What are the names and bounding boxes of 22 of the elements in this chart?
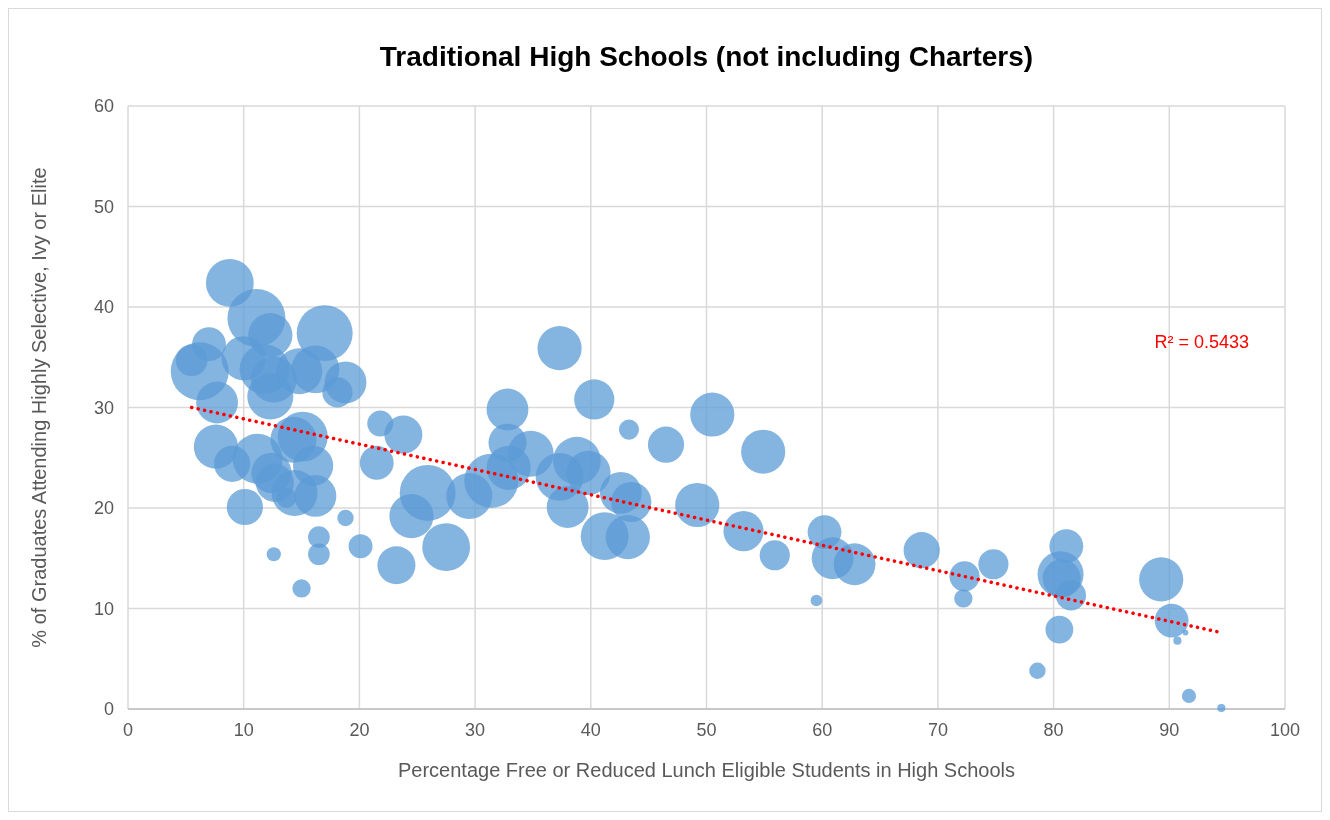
chart-title: Traditional High Schools (not including Charters) <box>379 41 1034 72</box>
x-tick-label: 0 <box>122 720 134 740</box>
x-tick-label: 80 <box>1043 720 1064 740</box>
x-tick-label: 50 <box>696 720 717 740</box>
x-tick-label: 30 <box>465 720 486 740</box>
x-tick-label: 70 <box>927 720 948 740</box>
x-tick-label: 20 <box>349 720 370 740</box>
x-tick-label: 10 <box>233 720 254 740</box>
y-tick-label: 10 <box>93 598 114 619</box>
y-tick-label: 40 <box>93 297 114 317</box>
annotation: R² = 0.5433 <box>1154 332 1249 352</box>
y-tick-label: 60 <box>93 96 114 116</box>
x-tick-label: 100 <box>1269 720 1301 740</box>
x-axis-title: Percentage Free or Reduced Lunch Eligible Students in High Schools <box>397 759 1016 781</box>
y-tick-label: 30 <box>93 397 114 418</box>
y-tick-label: 50 <box>93 196 114 217</box>
x-tick-label: 60 <box>812 720 833 740</box>
y-tick-label: 0 <box>103 699 114 719</box>
x-tick-label: 40 <box>580 720 601 740</box>
y-tick-label: 20 <box>93 498 114 518</box>
x-tick-label: 90 <box>1159 720 1180 740</box>
y-axis-title: % of Graduates Attending Highly Selective, Ivy or Elite <box>28 167 50 648</box>
